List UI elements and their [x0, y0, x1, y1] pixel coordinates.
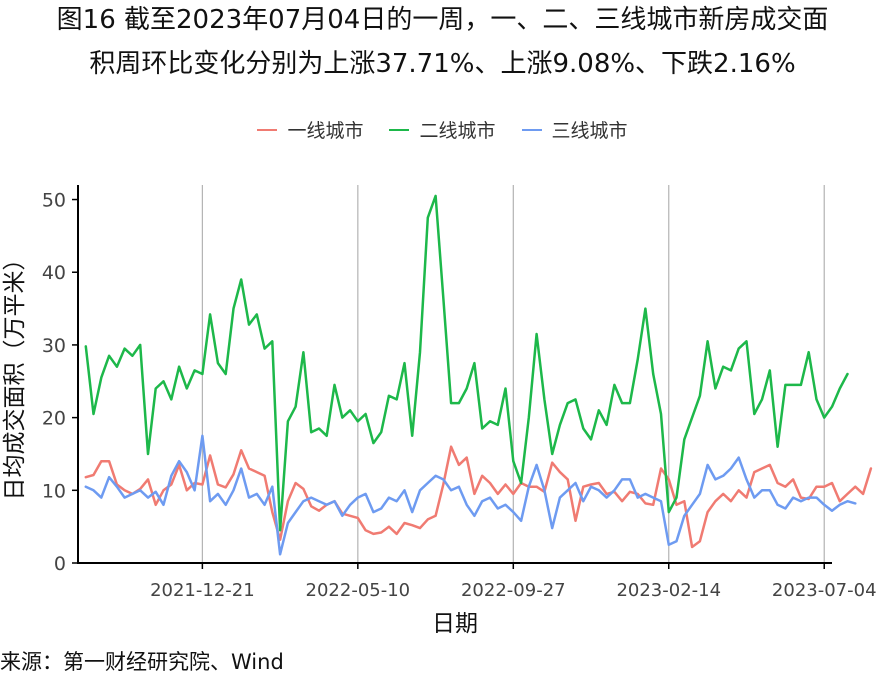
y-axis-title: 日均成交面积（万平米） — [2, 248, 28, 501]
x-tick-label-2: 2022-05-10 — [306, 580, 411, 601]
y-tick-label-1: 0 — [54, 553, 66, 575]
legend-label-series-2: 二线城市 — [419, 120, 496, 142]
x-tick-label-3: 2022-09-27 — [461, 580, 566, 601]
x-tick-label-5: 2023-07-04 — [772, 580, 877, 601]
legend-key-series-1 — [257, 128, 278, 131]
legend-item-series-2: 二线城市 — [389, 116, 496, 143]
chart-title-line-1: 图16 截至2023年07月04日的一周，一、二、三线城市新房成交面 — [56, 5, 829, 35]
y-tick-label-5: 40 — [42, 262, 66, 284]
y-tick-label-6: 50 — [42, 190, 66, 212]
x-tick-label-1: 2021-12-21 — [150, 580, 255, 601]
x-axis-title: 日期 — [432, 611, 478, 637]
legend-item-series-1: 一线城市 — [257, 116, 363, 143]
series-line-2 — [84, 194, 849, 532]
y-tick-label-4: 30 — [42, 335, 66, 357]
y-tick-label-2: 10 — [42, 480, 66, 502]
source-note: 来源：第一财经研究院、Wind — [0, 650, 284, 674]
legend-item-series-3: 三线城市 — [521, 116, 628, 143]
legend-label-series-1: 一线城市 — [287, 120, 364, 142]
chart-legend: 一线城市 二线城市 三线城市 — [0, 116, 885, 143]
legend-key-series-2 — [389, 128, 410, 131]
x-tick-label-4: 2023-02-14 — [616, 580, 721, 601]
series-line-1 — [84, 445, 873, 549]
chart-title-line-2: 积周环比变化分别为上涨37.71%、上涨9.08%、下跌2.16% — [89, 49, 796, 79]
series-line-3 — [84, 434, 857, 556]
legend-key-series-3 — [521, 128, 542, 131]
legend-label-series-3: 三线城市 — [551, 120, 628, 142]
y-tick-label-3: 20 — [42, 408, 66, 430]
